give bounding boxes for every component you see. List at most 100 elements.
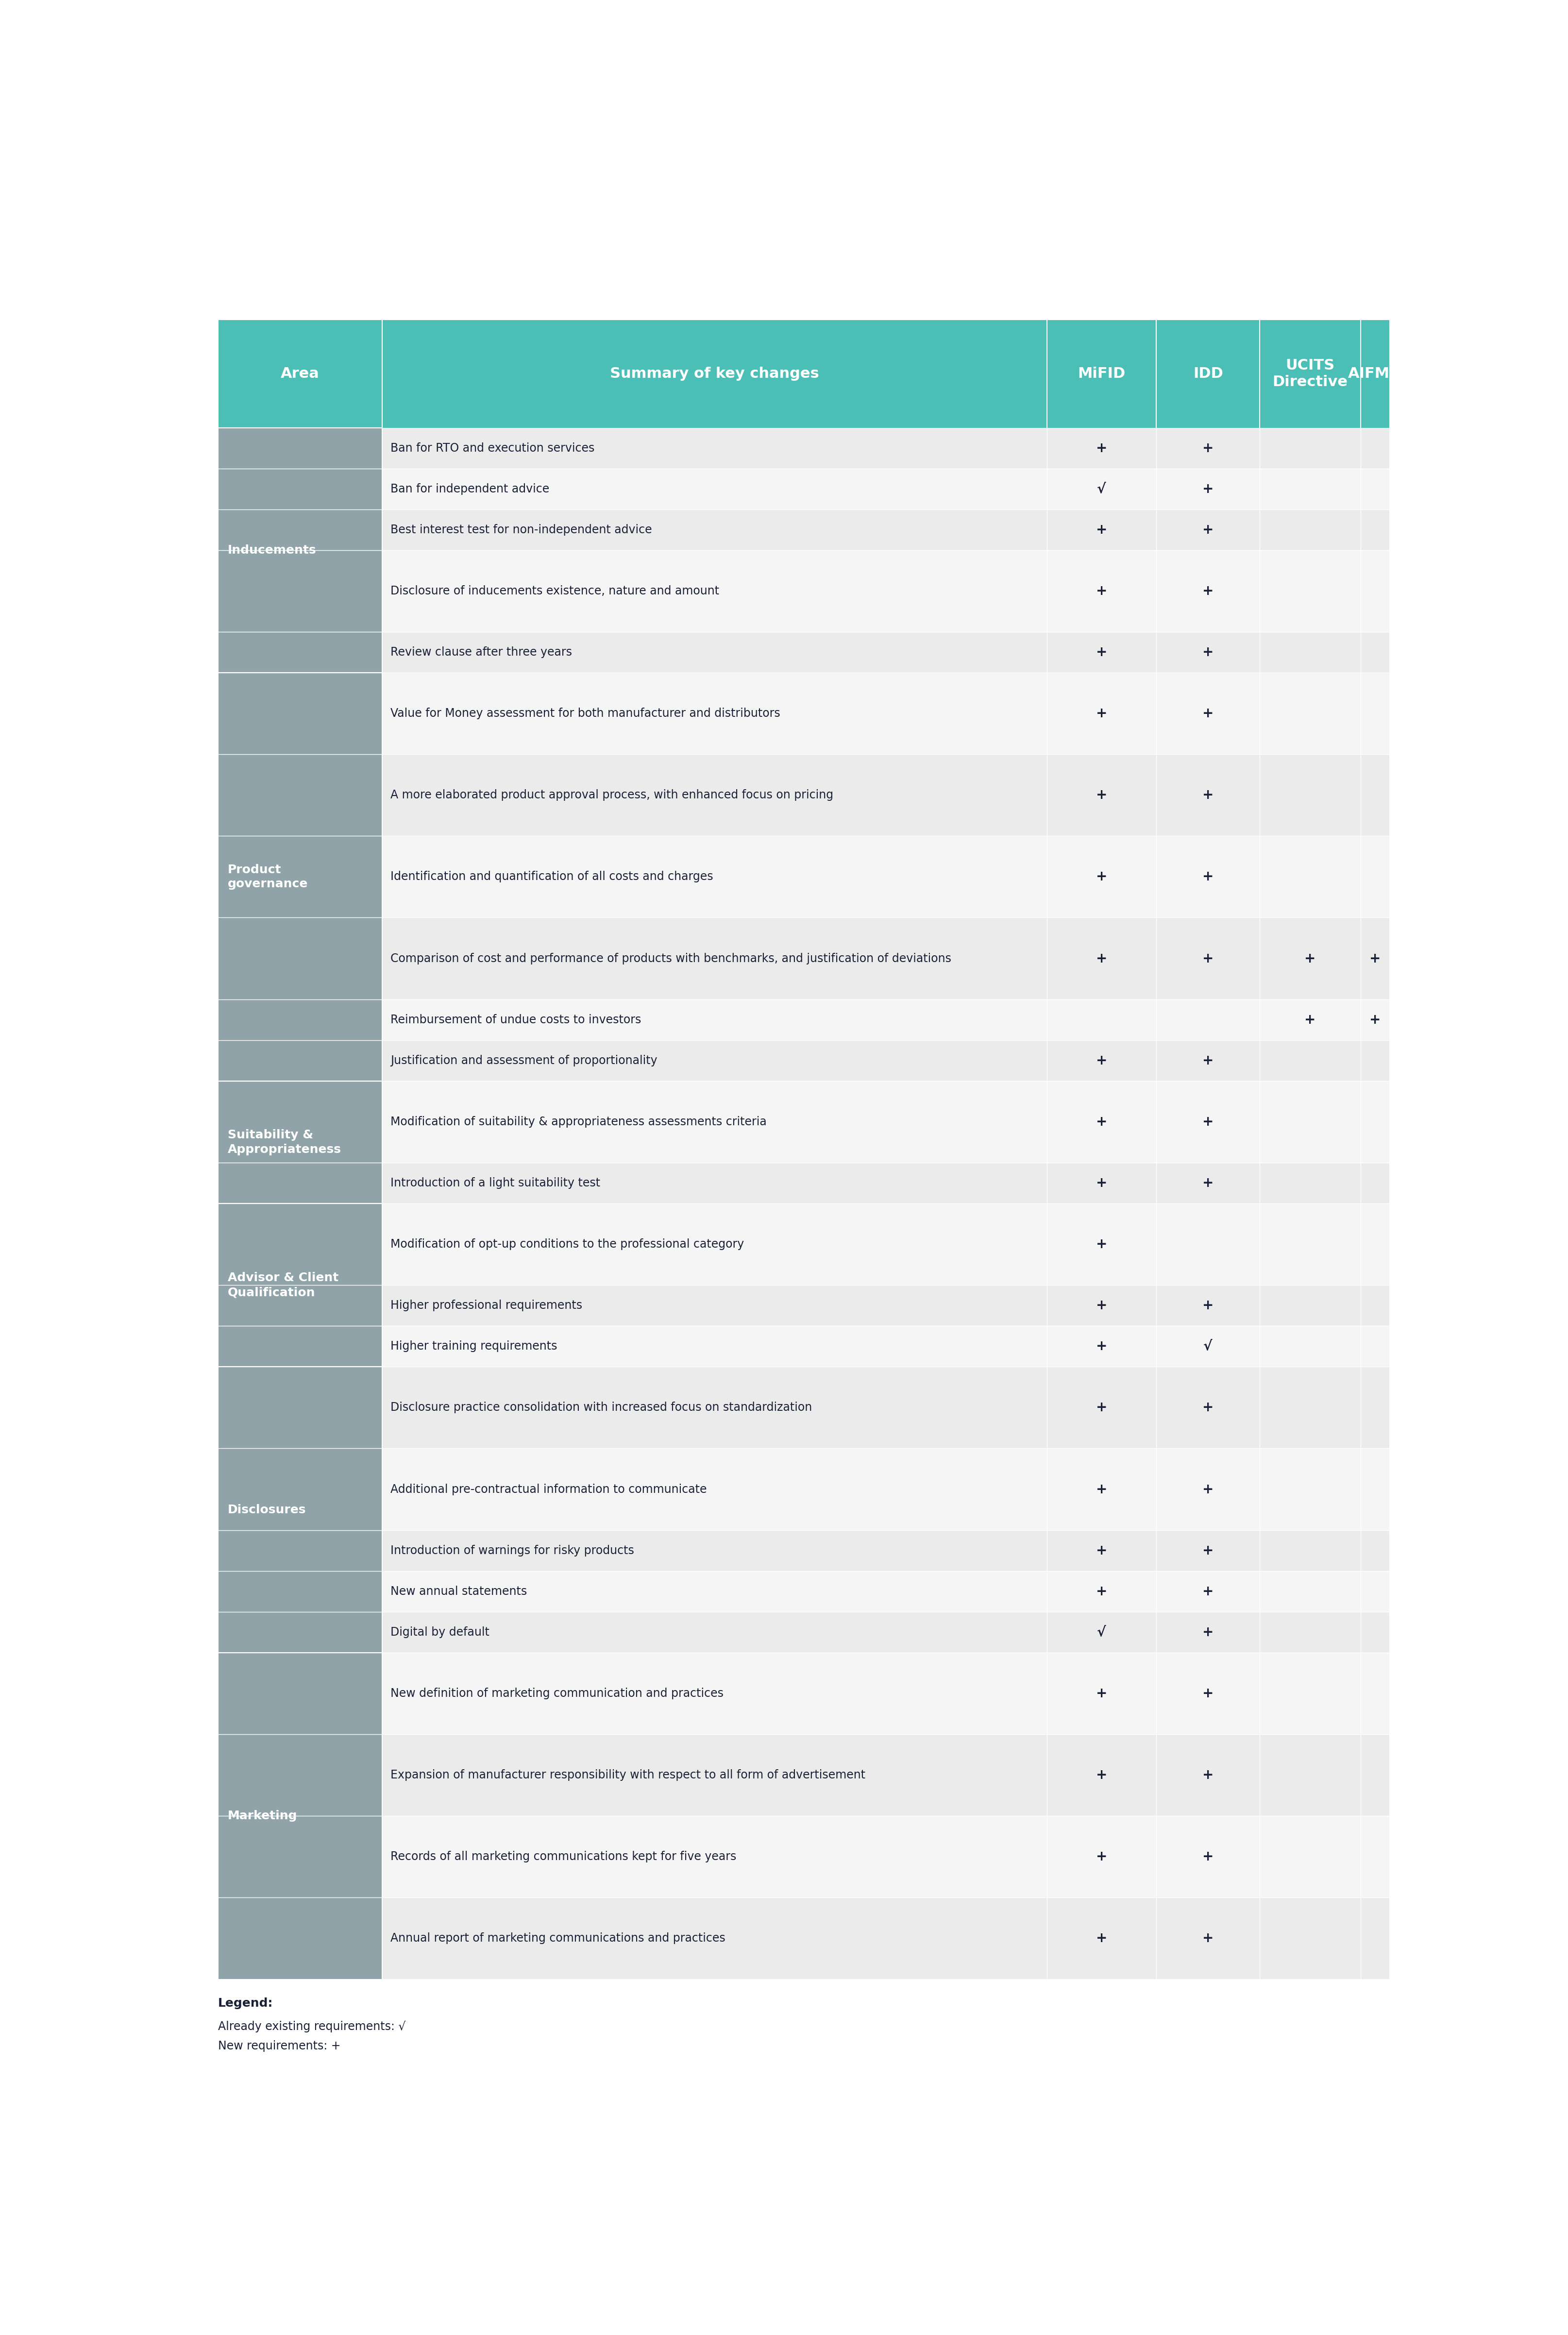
Text: +: + (1096, 1298, 1107, 1312)
Text: +: + (1203, 1483, 1214, 1497)
Text: Product
governance: Product governance (227, 864, 307, 890)
Bar (218, 1203, 383, 1366)
Bar (383, 1284, 1389, 1326)
Text: +: + (1203, 1401, 1214, 1415)
Bar (383, 427, 1389, 469)
Text: +: + (1096, 1543, 1107, 1557)
Bar (383, 1326, 1389, 1366)
Text: +: + (1096, 789, 1107, 801)
Bar (383, 551, 1389, 633)
Text: Expansion of manufacturer responsibility with respect to all form of advertiseme: Expansion of manufacturer responsibility… (390, 1770, 866, 1782)
Text: Ban for independent advice: Ban for independent advice (390, 483, 549, 495)
Bar (383, 1081, 1389, 1163)
Text: Modification of suitability & appropriateness assessments criteria: Modification of suitability & appropriat… (390, 1116, 767, 1128)
Bar (383, 1039, 1389, 1081)
Text: Legend:: Legend: (218, 1996, 273, 2008)
Bar (383, 1448, 1389, 1529)
Text: +: + (1203, 1177, 1214, 1191)
Text: Additional pre-contractual information to communicate: Additional pre-contractual information t… (390, 1483, 707, 1494)
Text: +: + (1369, 953, 1380, 964)
Text: Inducements: Inducements (227, 544, 317, 556)
Bar (383, 1735, 1389, 1817)
Text: +: + (1203, 871, 1214, 883)
Text: Introduction of warnings for risky products: Introduction of warnings for risky produ… (390, 1546, 633, 1557)
Text: Justification and assessment of proportionality: Justification and assessment of proporti… (390, 1055, 657, 1067)
Text: +: + (1096, 1053, 1107, 1067)
Text: +: + (1096, 1849, 1107, 1863)
Bar (383, 918, 1389, 999)
Text: √: √ (1203, 1340, 1212, 1354)
Bar (383, 509, 1389, 551)
Text: +: + (1096, 708, 1107, 719)
Text: +: + (1096, 1340, 1107, 1354)
Text: Disclosures: Disclosures (227, 1504, 306, 1515)
Text: +: + (1203, 708, 1214, 719)
Text: Comparison of cost and performance of products with benchmarks, and justificatio: Comparison of cost and performance of pr… (390, 953, 952, 964)
Bar (383, 1611, 1389, 1653)
Text: Higher professional requirements: Higher professional requirements (390, 1301, 582, 1312)
Bar (383, 1653, 1389, 1735)
Text: +: + (1203, 1543, 1214, 1557)
Text: +: + (1203, 1585, 1214, 1597)
Bar (383, 469, 1389, 509)
Text: +: + (1096, 441, 1107, 455)
Text: +: + (1203, 441, 1214, 455)
Text: +: + (1096, 584, 1107, 598)
Text: Ban for RTO and execution services: Ban for RTO and execution services (390, 441, 594, 453)
Bar (383, 999, 1389, 1039)
Text: Marketing: Marketing (227, 1810, 298, 1821)
Bar (383, 1571, 1389, 1611)
Text: +: + (1369, 1013, 1380, 1027)
Text: Summary of key changes: Summary of key changes (610, 367, 818, 381)
Text: New definition of marketing communication and practices: New definition of marketing communicatio… (390, 1688, 723, 1700)
Text: Identification and quantification of all costs and charges: Identification and quantification of all… (390, 871, 713, 883)
Text: Introduction of a light suitability test: Introduction of a light suitability test (390, 1177, 601, 1189)
Text: IDD: IDD (1193, 367, 1223, 381)
Text: +: + (1203, 1298, 1214, 1312)
Bar (383, 1203, 1389, 1284)
Bar (383, 836, 1389, 918)
Text: Suitability &
Appropriateness: Suitability & Appropriateness (227, 1130, 342, 1156)
Text: +: + (1096, 1177, 1107, 1191)
Text: Disclosure of inducements existence, nature and amount: Disclosure of inducements existence, nat… (390, 586, 720, 598)
Bar (218, 320, 1389, 427)
Text: +: + (1203, 644, 1214, 658)
Text: A more elaborated product approval process, with enhanced focus on pricing: A more elaborated product approval proce… (390, 789, 833, 801)
Text: +: + (1096, 1931, 1107, 1945)
Text: Annual report of marketing communications and practices: Annual report of marketing communication… (390, 1933, 726, 1945)
Text: Already existing requirements: √: Already existing requirements: √ (218, 2020, 406, 2031)
Text: +: + (1203, 1053, 1214, 1067)
Text: +: + (1096, 523, 1107, 537)
Text: +: + (1096, 1401, 1107, 1415)
Text: MiFID: MiFID (1077, 367, 1126, 381)
Bar (218, 1366, 383, 1653)
Text: +: + (1203, 1625, 1214, 1639)
Bar (383, 672, 1389, 754)
Bar (218, 672, 383, 1081)
Bar (383, 633, 1389, 672)
Text: Records of all marketing communications kept for five years: Records of all marketing communications … (390, 1852, 737, 1863)
Text: Review clause after three years: Review clause after three years (390, 647, 572, 658)
Bar (383, 754, 1389, 836)
Bar (383, 1163, 1389, 1203)
Text: +: + (1203, 481, 1214, 495)
Text: New annual statements: New annual statements (390, 1585, 527, 1597)
Text: AIFMD: AIFMD (1348, 367, 1402, 381)
Text: +: + (1203, 789, 1214, 801)
Bar (383, 1898, 1389, 1980)
Text: +: + (1096, 1585, 1107, 1597)
Text: Area: Area (281, 367, 320, 381)
Text: Best interest test for non-independent advice: Best interest test for non-independent a… (390, 523, 652, 535)
Text: +: + (1305, 1013, 1316, 1027)
Text: +: + (1096, 644, 1107, 658)
Text: +: + (1096, 1238, 1107, 1252)
Text: UCITS
Directive: UCITS Directive (1272, 360, 1347, 390)
Text: +: + (1096, 1686, 1107, 1700)
Text: +: + (1203, 1849, 1214, 1863)
Bar (383, 1366, 1389, 1448)
Bar (218, 1081, 383, 1203)
Text: +: + (1305, 953, 1316, 964)
Text: +: + (1096, 1116, 1107, 1128)
Bar (383, 1817, 1389, 1898)
Text: +: + (1203, 953, 1214, 964)
